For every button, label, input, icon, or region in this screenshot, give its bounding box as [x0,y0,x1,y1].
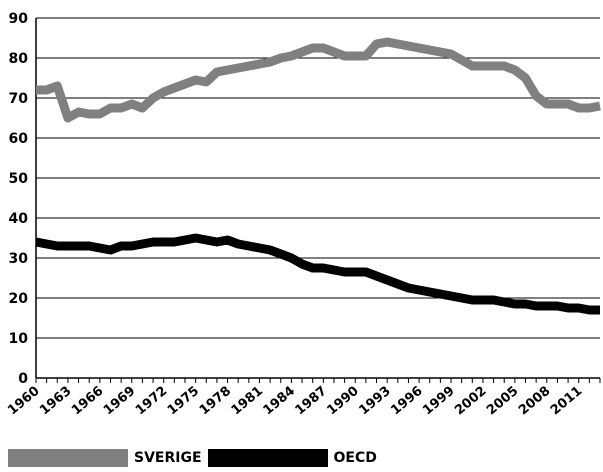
y-tick-label-20: 20 [9,291,29,307]
x-tick-label-1999: 1999 [420,384,457,419]
x-tick-label-2011: 2011 [548,384,585,419]
x-tick-label-1978: 1978 [197,384,234,419]
x-tick-label-1993: 1993 [356,384,393,419]
legend-swatch-sverige [8,449,128,467]
legend-item-sverige: SVERIGE [8,449,202,467]
y-tick-label-40: 40 [9,211,29,227]
legend: SVERIGE OECD [8,449,383,467]
y-tick-label-0: 0 [18,371,28,387]
legend-item-oecd: OECD [207,449,377,467]
x-tick-label-1975: 1975 [165,384,202,419]
x-tick-label-2002: 2002 [452,384,489,419]
x-tick-label-1987: 1987 [293,384,330,419]
chart-svg: 0102030405060708090196019631966196919721… [5,11,601,419]
x-tick-label-1981: 1981 [229,384,266,419]
x-tick-label-2008: 2008 [516,384,553,419]
legend-label-oecd: OECD [333,450,377,466]
series-line-sverige [36,37,601,123]
x-tick-label-1963: 1963 [37,384,74,419]
y-tick-label-90: 90 [9,11,29,27]
series-line-oecd [35,233,600,315]
y-tick-label-60: 60 [9,131,29,147]
x-tick-label-1996: 1996 [388,384,425,419]
y-tick-label-70: 70 [9,91,29,107]
x-tick-label-2005: 2005 [484,384,521,419]
legend-swatch-oecd [207,449,328,467]
x-tick-label-1966: 1966 [69,384,106,419]
x-tick-label-1969: 1969 [101,384,138,419]
x-tick-label-1972: 1972 [133,384,170,419]
x-tick-label-1990: 1990 [324,384,361,419]
x-tick-label-1960: 1960 [5,384,42,419]
y-tick-label-10: 10 [9,331,29,347]
legend-label-sverige: SVERIGE [134,450,202,466]
y-tick-label-30: 30 [9,251,29,267]
x-tick-label-1984: 1984 [261,384,298,419]
y-tick-label-80: 80 [9,51,29,67]
y-tick-label-50: 50 [9,171,29,187]
